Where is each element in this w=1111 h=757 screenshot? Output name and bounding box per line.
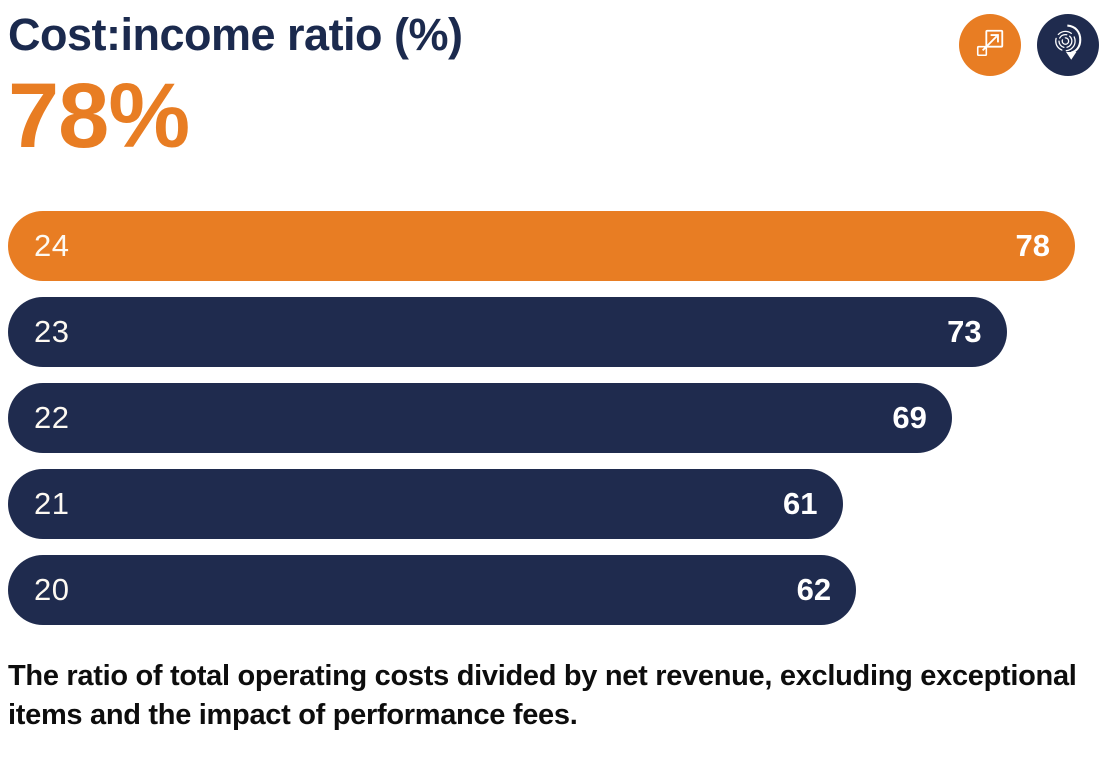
bar-value-label: 62 [796, 572, 832, 608]
bar-value-label: 69 [892, 400, 927, 436]
headline-value: 78% [8, 65, 190, 168]
expand-icon [971, 24, 1009, 67]
bar-20: 20 62 [8, 555, 857, 626]
bar-year-label: 21 [34, 486, 70, 522]
bar-21: 21 61 [8, 469, 843, 540]
fingerprint-download-icon [1048, 23, 1088, 68]
bar-year-label: 24 [34, 228, 70, 264]
bar-year-label: 22 [34, 400, 70, 436]
bar-row: 23 73 [8, 297, 1075, 368]
icon-button-group [959, 14, 1099, 76]
expand-button[interactable] [959, 14, 1021, 76]
page-title: Cost:income ratio (%) [8, 9, 463, 60]
bar-22: 22 69 [8, 383, 952, 454]
bar-24: 24 78 [8, 211, 1075, 282]
bar-row: 22 69 [8, 383, 1075, 454]
bar-row: 21 61 [8, 469, 1075, 540]
header-text-block: Cost:income ratio (%) 78% [8, 9, 463, 168]
bar-year-label: 23 [34, 314, 70, 350]
bar-chart: 24 78 23 73 22 69 21 61 20 62 [8, 211, 1075, 626]
bar-value-label: 78 [1015, 228, 1050, 264]
bar-23: 23 73 [8, 297, 1007, 368]
bar-year-label: 20 [34, 572, 70, 608]
bar-row: 24 78 [8, 211, 1075, 282]
bar-value-label: 73 [947, 314, 982, 350]
card-header: Cost:income ratio (%) 78% [8, 9, 1101, 168]
bar-value-label: 61 [783, 486, 818, 522]
bar-row: 20 62 [8, 555, 1075, 626]
download-button[interactable] [1037, 14, 1099, 76]
bar-rows: 24 78 23 73 22 69 21 61 20 62 [8, 211, 1075, 626]
chart-caption: The ratio of total operating costs divid… [8, 660, 1077, 732]
cost-income-ratio-card: Cost:income ratio (%) 78% [8, 9, 1101, 732]
